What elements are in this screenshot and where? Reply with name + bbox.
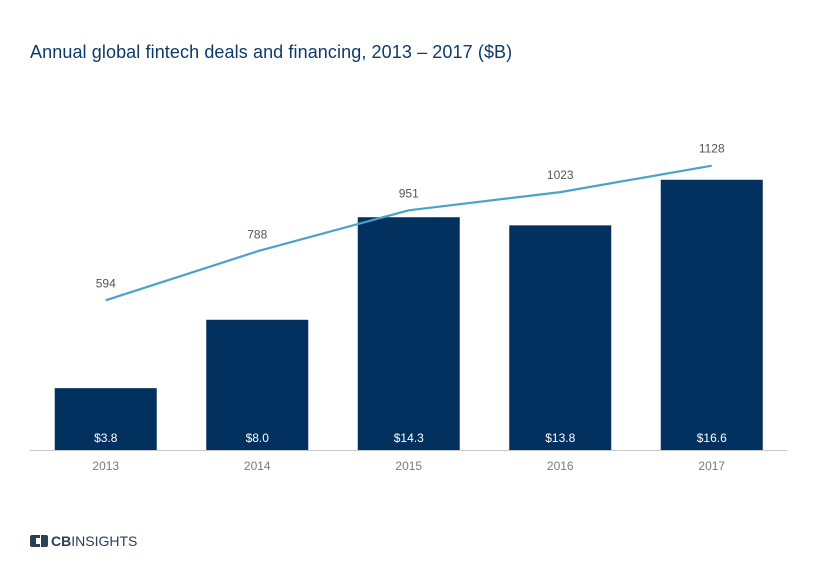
deals-value-label-2017: 1128 [699, 142, 725, 156]
x-tick-label-2013: 2013 [92, 459, 119, 473]
deals-value-label-2014: 788 [247, 227, 267, 241]
brand-logo: CBINSIGHTS [30, 533, 137, 549]
x-tick-label-2017: 2017 [698, 459, 725, 473]
bar-value-label-2015: $14.3 [394, 431, 424, 445]
bar-value-label-2017: $16.6 [697, 431, 727, 445]
brand-rest: INSIGHTS [71, 533, 138, 549]
bar-value-label-2013: $3.8 [94, 431, 118, 445]
bar-value-label-2014: $8.0 [246, 431, 270, 445]
deals-value-label-2016: 1023 [547, 168, 574, 182]
chart-title: Annual global fintech deals and financin… [30, 42, 513, 62]
x-tick-label-2016: 2016 [547, 459, 574, 473]
bar-2017 [660, 179, 763, 451]
bar-2016 [509, 225, 612, 450]
bar-2014 [206, 319, 309, 450]
deals-value-label-2013: 594 [96, 276, 116, 290]
bar-2013 [54, 388, 157, 450]
cb-logo-icon [30, 535, 48, 547]
x-tick-label-2014: 2014 [244, 459, 271, 473]
bar-2015 [357, 217, 460, 450]
deals-value-label-2015: 951 [399, 186, 419, 200]
brand-bold: CB [51, 533, 72, 549]
x-tick-label-2015: 2015 [395, 459, 422, 473]
bar-value-label-2016: $13.8 [545, 431, 575, 445]
